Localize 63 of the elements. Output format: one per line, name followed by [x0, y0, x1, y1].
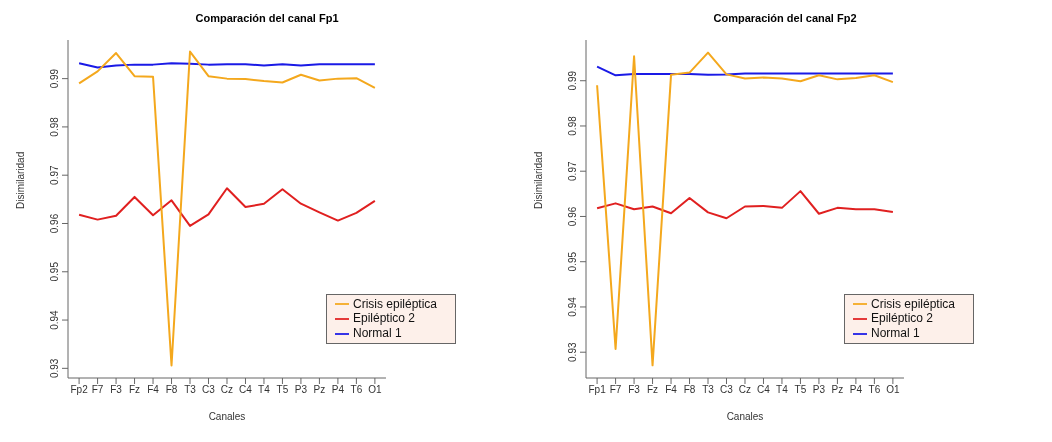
x-tick-label: F4 — [147, 384, 160, 396]
x-tick-label: O1 — [886, 384, 900, 396]
y-tick-label: 0.94 — [49, 309, 60, 330]
y-tick-label: 0.99 — [567, 70, 578, 91]
y-tick-label: 0.93 — [567, 342, 578, 362]
x-tick-label: F7 — [609, 384, 622, 396]
x-tick-label: T5 — [794, 384, 807, 396]
line-series — [78, 187, 376, 227]
y-tick-label: 0.95 — [49, 261, 60, 282]
y-axis-title: Disimilaridad — [532, 151, 544, 209]
x-tick-label: O1 — [368, 384, 382, 396]
x-tick-label: C3 — [202, 384, 216, 396]
y-tick-label: 0.98 — [567, 115, 578, 136]
x-tick-label: F7 — [91, 384, 104, 396]
x-tick-label: T6 — [868, 384, 881, 396]
x-tick-label: Fp1 — [588, 384, 607, 396]
x-tick-label: T3 — [184, 384, 197, 396]
x-tick-label: Cz — [220, 384, 234, 396]
legend-label: Epiléptico 2 — [352, 311, 416, 326]
x-tick-label: F4 — [665, 384, 678, 396]
line-series — [596, 65, 894, 77]
x-tick-label: T4 — [258, 384, 271, 396]
x-tick-label: F8 — [165, 384, 178, 396]
legend-label: Epiléptico 2 — [870, 311, 934, 326]
y-tick-label: 0.97 — [567, 161, 578, 181]
x-tick-label: C4 — [757, 384, 771, 396]
y-tick-label: 0.94 — [567, 296, 578, 317]
x-tick-label: Cz — [738, 384, 752, 396]
x-tick-label: P4 — [331, 384, 345, 396]
y-tick-label: 0.99 — [49, 68, 60, 89]
x-tick-label: T5 — [276, 384, 289, 396]
x-tick-label: F3 — [110, 384, 123, 396]
x-tick-label: P4 — [849, 384, 863, 396]
y-tick-label: 0.96 — [567, 206, 578, 227]
line-series — [596, 190, 894, 220]
x-tick-label: Fp2 — [70, 384, 89, 396]
y-tick-label: 0.98 — [49, 116, 60, 137]
chart-title: Comparación del canal Fp2 — [712, 12, 858, 26]
x-tick-label: P3 — [294, 384, 308, 396]
legend-label: Crisis epiléptica — [870, 296, 955, 311]
x-tick-label: T4 — [776, 384, 789, 396]
x-tick-label: Pz — [831, 384, 844, 396]
x-axis-title: Canales — [726, 411, 764, 422]
x-tick-label: F3 — [628, 384, 641, 396]
x-tick-label: T6 — [350, 384, 363, 396]
x-tick-label: C4 — [239, 384, 253, 396]
legend-label: Crisis epiléptica — [352, 296, 437, 311]
y-tick-label: 0.96 — [49, 213, 60, 234]
x-tick-label: Pz — [313, 384, 326, 396]
x-tick-label: Fz — [647, 384, 659, 396]
legend-label: Normal 1 — [870, 326, 920, 341]
x-tick-label: C3 — [720, 384, 734, 396]
y-tick-label: 0.97 — [49, 165, 60, 185]
x-tick-label: P3 — [812, 384, 826, 396]
x-tick-label: Fz — [129, 384, 141, 396]
y-axis-title: Disimilaridad — [14, 151, 26, 209]
x-tick-label: F8 — [683, 384, 696, 396]
chart-title: Comparación del canal Fp1 — [194, 12, 340, 26]
legend-label: Normal 1 — [352, 326, 402, 341]
x-axis-title: Canales — [208, 411, 246, 422]
y-tick-label: 0.93 — [49, 358, 60, 379]
y-tick-label: 0.95 — [567, 251, 578, 272]
x-tick-label: T3 — [702, 384, 715, 396]
